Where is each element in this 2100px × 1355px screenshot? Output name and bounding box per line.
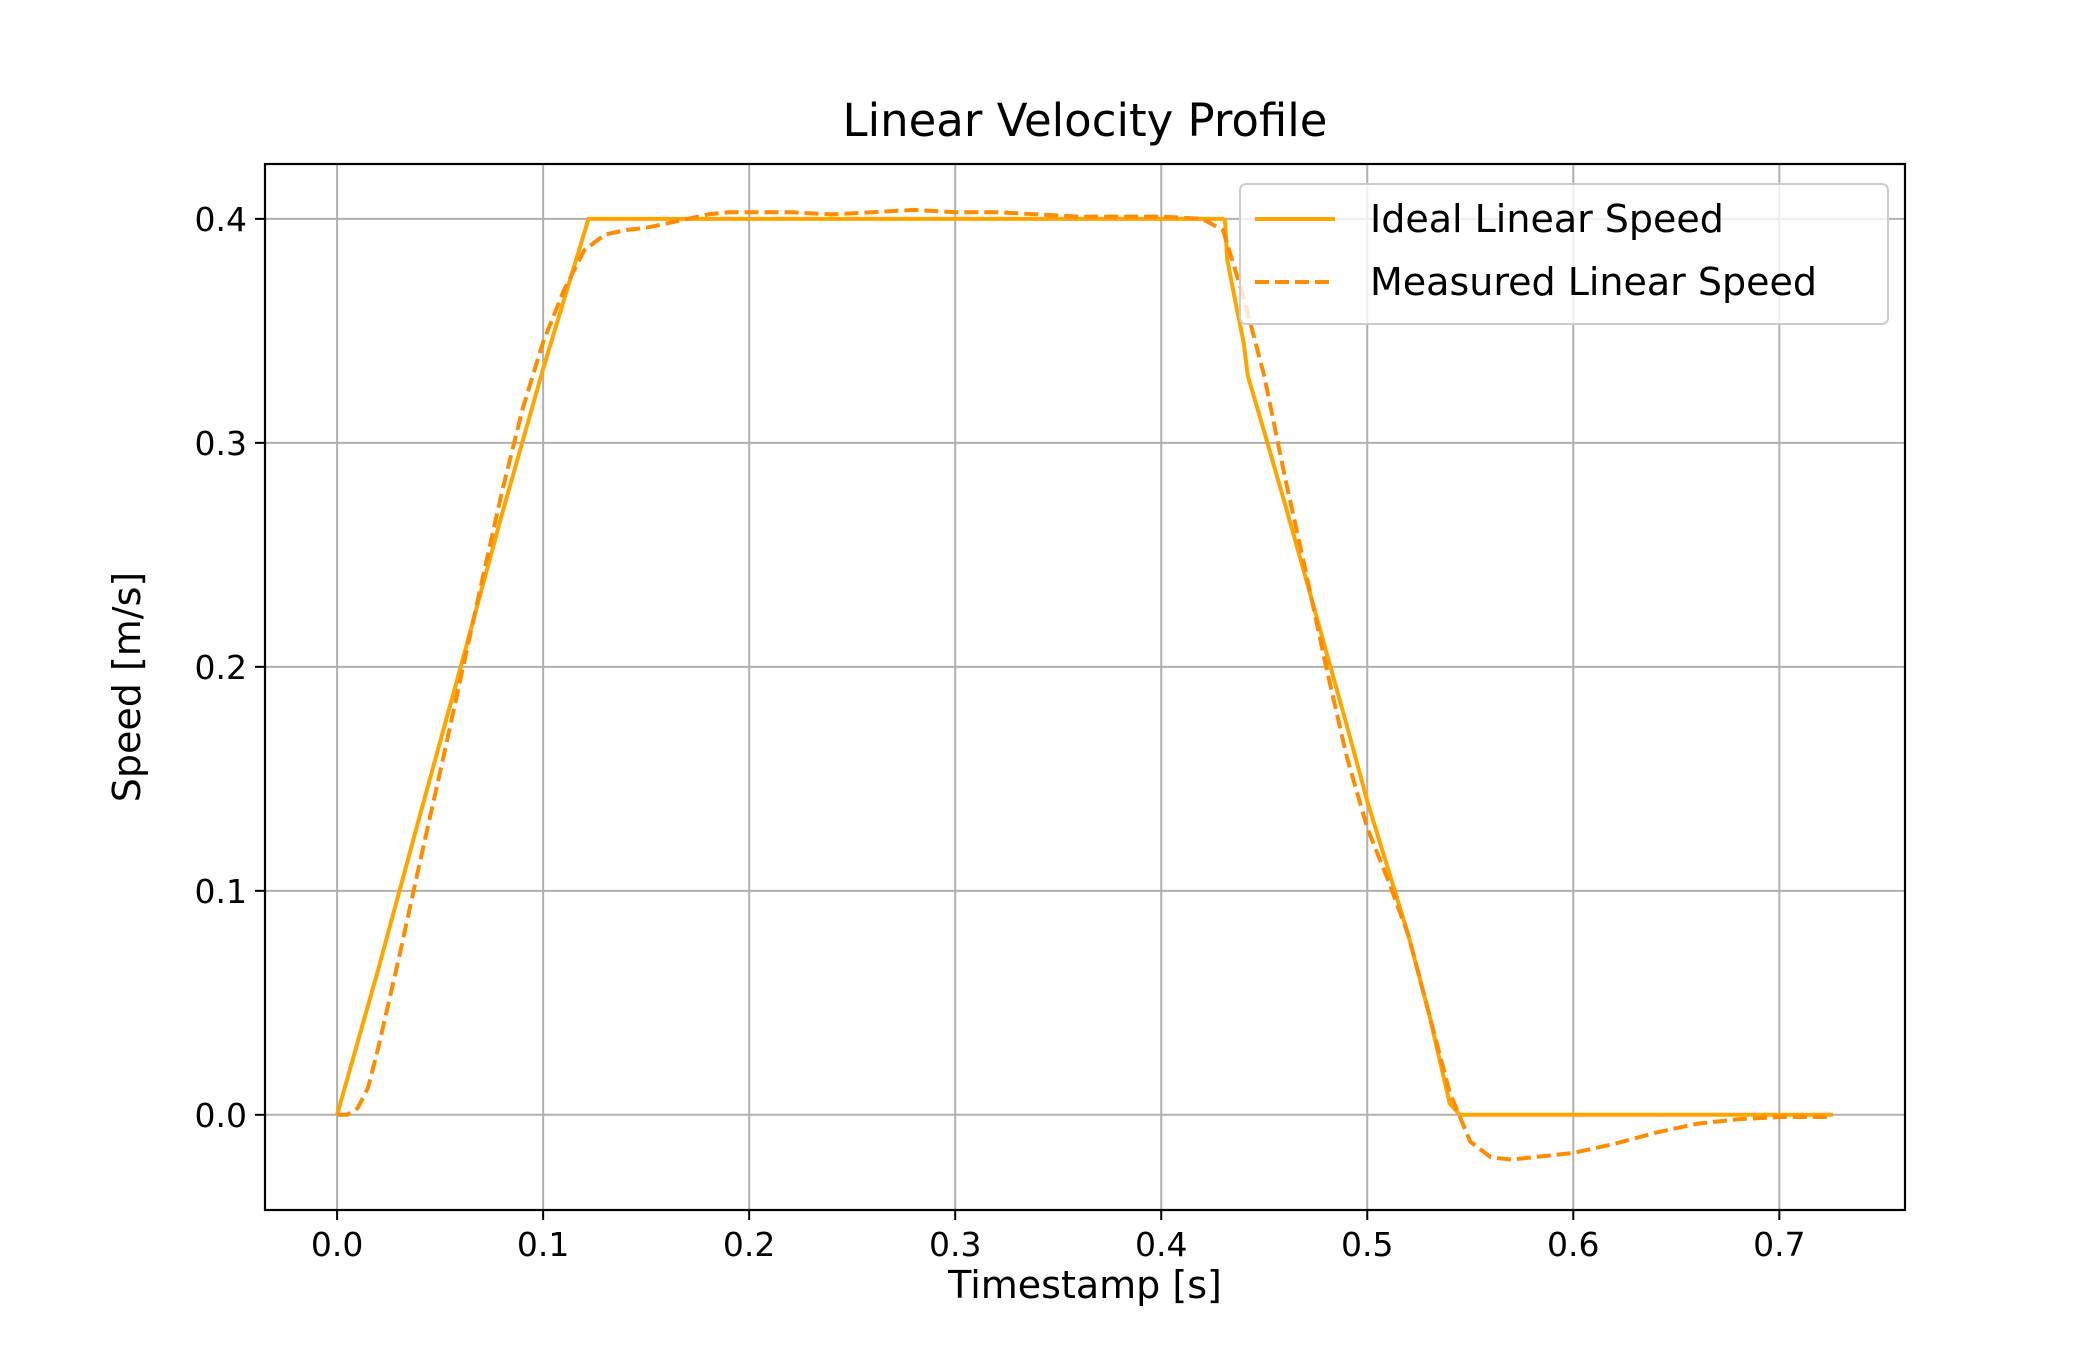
y-tick-label: 0.0: [195, 1096, 247, 1135]
chart-title: Linear Velocity Profile: [843, 94, 1328, 147]
x-tick-label: 0.0: [311, 1225, 363, 1264]
y-axis-label: Speed [m/s]: [105, 572, 149, 802]
x-axis-label: Timestamp [s]: [947, 1263, 1222, 1307]
x-tick-label: 0.7: [1753, 1225, 1805, 1264]
x-tick-label: 0.4: [1135, 1225, 1187, 1264]
legend-label-measured: Measured Linear Speed: [1370, 260, 1817, 304]
y-tick-label: 0.3: [195, 424, 247, 463]
y-tick-label: 0.1: [195, 872, 247, 911]
tick-layer: 0.0 0.1 0.2 0.3 0.4 0.5 0.6 0.7 0.0 0.1 0.2 0.3 0.4: [195, 200, 1806, 1264]
legend: Ideal Linear Speed Measured Linear Speed: [1239, 183, 1889, 325]
series-line-ideal: [335, 216, 1833, 1117]
grid-layer: [265, 164, 1905, 1210]
x-tick-label: 0.6: [1547, 1225, 1599, 1264]
x-tick-label: 0.3: [929, 1225, 981, 1264]
series-layer: [335, 207, 1833, 1162]
y-tick-label: 0.4: [195, 200, 247, 239]
legend-label-ideal: Ideal Linear Speed: [1370, 197, 1724, 241]
x-tick-label: 0.2: [723, 1225, 775, 1264]
plot-frame: [263, 162, 1907, 1212]
legend-box: [1239, 183, 1889, 325]
series-line-measured: [337, 207, 1833, 1162]
y-tick-label: 0.2: [195, 648, 247, 687]
x-tick-label: 0.1: [517, 1225, 569, 1264]
x-tick-label: 0.5: [1341, 1225, 1393, 1264]
